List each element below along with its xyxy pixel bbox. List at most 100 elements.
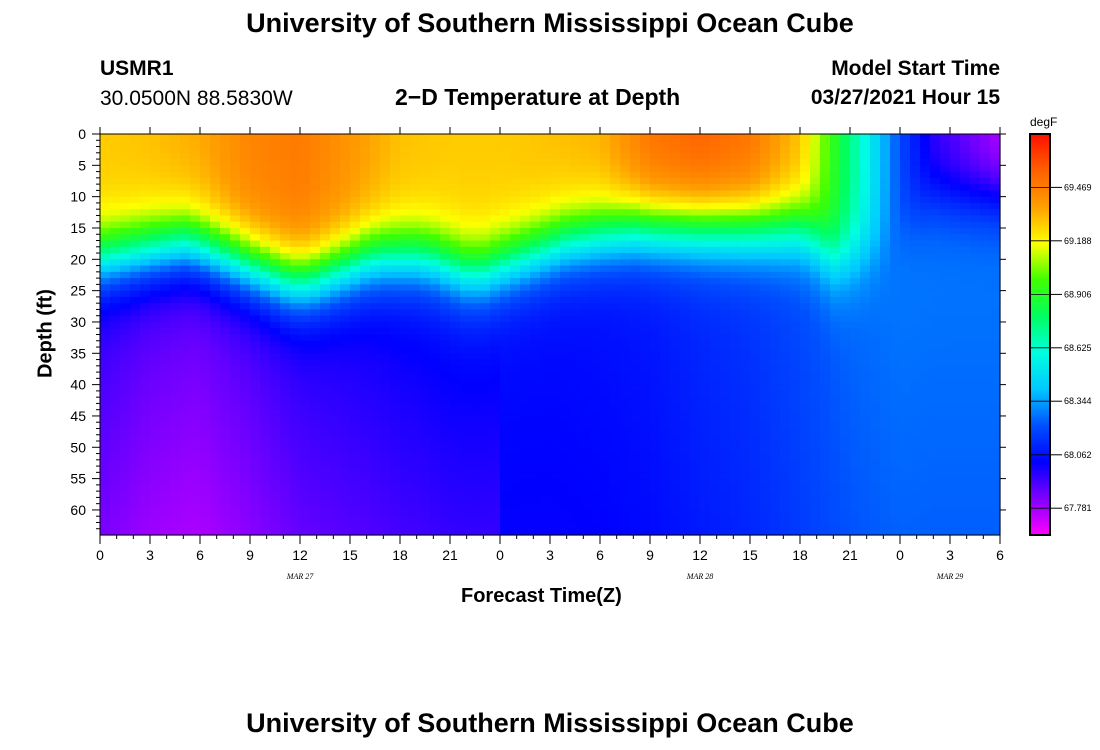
heatmap-cell <box>180 441 191 448</box>
heatmap-cell <box>550 378 561 386</box>
heatmap-cell <box>810 447 821 455</box>
heatmap-cell <box>170 347 181 354</box>
heatmap-cell <box>420 209 431 217</box>
heatmap-cell <box>290 516 301 524</box>
heatmap-cell <box>800 509 811 517</box>
heatmap-cell <box>770 415 781 423</box>
heatmap-cell <box>440 190 451 198</box>
heatmap-cell <box>610 491 621 499</box>
heatmap-cell <box>710 491 721 499</box>
heatmap-cell <box>800 234 811 242</box>
heatmap-cell <box>210 171 221 179</box>
heatmap-cell <box>760 184 771 191</box>
heatmap-cell <box>730 428 741 436</box>
heatmap-cell <box>590 278 601 285</box>
heatmap-cell <box>670 309 681 317</box>
heatmap-cell <box>440 403 451 411</box>
heatmap-cell <box>650 246 661 254</box>
heatmap-cell <box>520 491 531 499</box>
heatmap-cell <box>560 159 571 166</box>
heatmap-cell <box>600 365 611 373</box>
heatmap-cell <box>470 278 481 285</box>
heatmap-cell <box>280 509 291 517</box>
heatmap-cell <box>100 284 111 292</box>
heatmap-cell <box>580 441 591 448</box>
heatmap-cell <box>340 347 351 354</box>
heatmap-cell <box>380 503 391 511</box>
heatmap-cell <box>210 484 221 492</box>
heatmap-cell <box>410 265 421 273</box>
heatmap-cell <box>190 509 201 517</box>
heatmap-cell <box>410 146 421 154</box>
heatmap-cell <box>280 177 291 185</box>
heatmap-cell <box>760 196 771 204</box>
heatmap-cell <box>190 453 201 461</box>
heatmap-cell <box>290 422 301 430</box>
heatmap-cell <box>810 484 821 492</box>
heatmap-cell <box>690 415 701 423</box>
heatmap-cell <box>100 234 111 242</box>
heatmap-cell <box>710 359 721 367</box>
heatmap-cell <box>390 321 401 329</box>
heatmap-cell <box>720 265 731 273</box>
heatmap-cell <box>590 134 601 141</box>
heatmap-cell <box>370 491 381 499</box>
heatmap-cell <box>640 240 651 248</box>
heatmap-cell <box>860 159 871 166</box>
heatmap-cell <box>480 221 491 229</box>
heatmap-cell <box>670 140 681 148</box>
heatmap-cell <box>540 240 551 248</box>
heatmap-cell <box>850 246 861 254</box>
heatmap-cell <box>730 409 741 417</box>
heatmap-cell <box>380 177 391 185</box>
heatmap-cell <box>400 484 411 492</box>
heatmap-cell <box>280 184 291 191</box>
heatmap-cell <box>860 215 871 223</box>
heatmap-cell <box>570 265 581 273</box>
heatmap-cell <box>150 509 161 517</box>
heatmap-cell <box>420 359 431 367</box>
heatmap-cell <box>380 415 391 423</box>
heatmap-cell <box>390 184 401 191</box>
heatmap-cell <box>770 259 781 267</box>
heatmap-cell <box>680 334 691 342</box>
heatmap-cell <box>110 372 121 379</box>
heatmap-cell <box>480 522 491 530</box>
heatmap-cell <box>530 309 541 317</box>
heatmap-cell <box>210 227 221 235</box>
heatmap-cell <box>340 315 351 323</box>
heatmap-cell <box>710 509 721 517</box>
heatmap-cell <box>870 202 881 210</box>
heatmap-cell <box>580 221 591 229</box>
heatmap-cell <box>590 140 601 148</box>
heatmap-cell <box>100 227 111 235</box>
heatmap-cell <box>510 278 521 285</box>
heatmap-cell <box>710 453 721 461</box>
heatmap-cell <box>260 347 271 354</box>
heatmap-cell <box>630 202 641 210</box>
heatmap-cell <box>550 422 561 430</box>
heatmap-cell <box>360 284 371 292</box>
heatmap-cell <box>650 359 661 367</box>
heatmap-cell <box>270 422 281 430</box>
heatmap-cell <box>160 309 171 317</box>
heatmap-cell <box>830 447 841 455</box>
heatmap-cell <box>180 509 191 517</box>
heatmap-cell <box>370 227 381 235</box>
heatmap-cell <box>590 165 601 173</box>
heatmap-cell <box>420 403 431 411</box>
heatmap-cell <box>340 459 351 467</box>
heatmap-cell <box>110 415 121 423</box>
heatmap-cell <box>770 190 781 198</box>
heatmap-cell <box>440 415 451 423</box>
heatmap-cell <box>670 478 681 486</box>
heatmap-cell <box>570 353 581 361</box>
heatmap-cell <box>820 484 831 492</box>
heatmap-cell <box>170 447 181 455</box>
heatmap-cell <box>420 265 431 273</box>
heatmap-cell <box>350 315 361 323</box>
heatmap-cell <box>630 516 641 524</box>
heatmap-cell <box>530 177 541 185</box>
heatmap-cell <box>350 422 361 430</box>
heatmap-cell <box>660 296 671 304</box>
